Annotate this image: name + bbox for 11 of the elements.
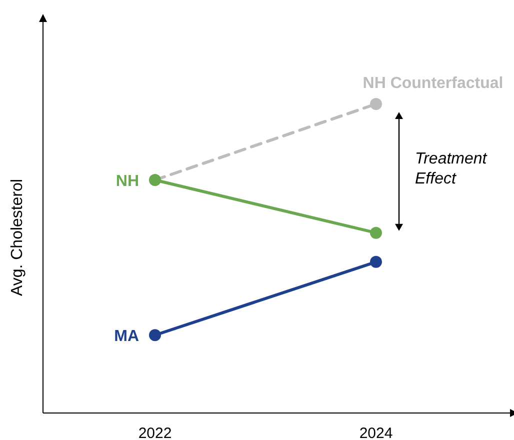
point — [370, 98, 382, 110]
annotation: Treatment Effect — [415, 150, 488, 188]
point — [149, 329, 161, 342]
x-tick-label: 2024 — [359, 425, 393, 440]
series-label: MA — [114, 328, 140, 346]
y-axis-title: Avg. Cholesterol — [9, 178, 26, 296]
point — [370, 256, 382, 268]
x-tick-label: 2022 — [138, 425, 172, 440]
point — [370, 226, 382, 239]
series-label: NH Counterfactual — [362, 75, 504, 92]
series-label: NH — [116, 173, 139, 190]
